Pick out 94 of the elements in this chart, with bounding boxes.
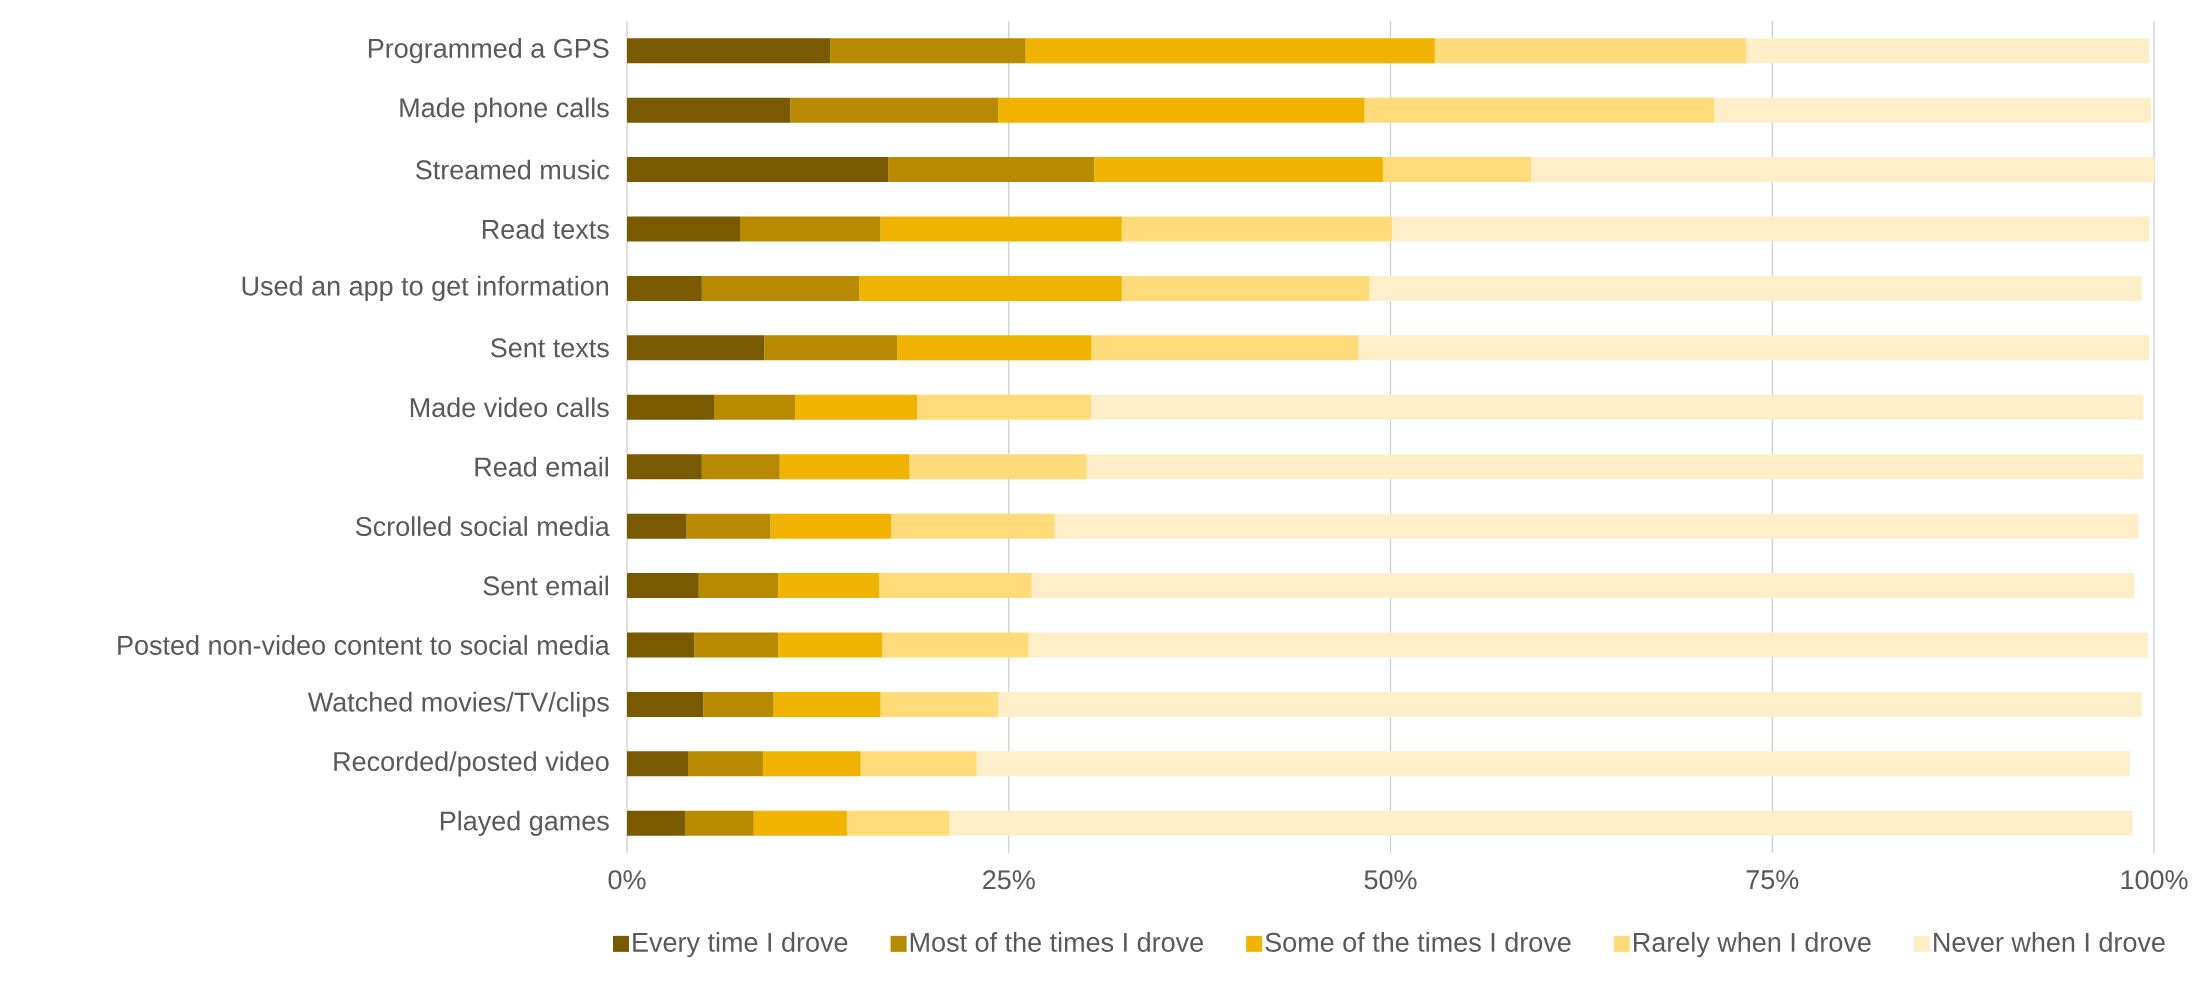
bar [1031, 573, 2135, 599]
bar [1121, 275, 1370, 301]
bar [688, 751, 763, 777]
bar [627, 394, 715, 420]
bar [627, 97, 791, 123]
bar [882, 632, 1029, 658]
y-tick-label: Posted non-video content to social media [118, 635, 610, 655]
bar [891, 513, 1055, 539]
bar [686, 513, 771, 539]
bar [1086, 454, 2144, 480]
bar [698, 573, 779, 599]
bar [1094, 157, 1383, 183]
bar [1531, 157, 2155, 183]
bar [1121, 216, 1393, 242]
x-tick-label: 100% [2121, 870, 2188, 890]
y-tick-label: Played games [440, 810, 609, 836]
y-tick-label: Made video calls [410, 397, 609, 418]
legend-label: Rarely when I drove [1634, 932, 1871, 958]
bar [773, 691, 881, 717]
bar [859, 275, 1122, 301]
bar [701, 275, 860, 301]
bar [685, 810, 754, 836]
bar [714, 394, 795, 420]
bar [1091, 335, 1359, 361]
bar [1091, 394, 2144, 420]
bar [1028, 632, 2148, 658]
bar [740, 216, 881, 242]
bar [878, 573, 1032, 599]
bar [770, 513, 892, 539]
bar [627, 810, 686, 836]
bar [694, 632, 779, 658]
bar [778, 632, 883, 658]
y-tick-label: Recorded/posted video [334, 751, 609, 777]
bar [1746, 38, 2150, 64]
bar [976, 751, 2130, 777]
bar [860, 751, 977, 777]
bar [627, 513, 687, 539]
bar [627, 216, 741, 242]
bar [779, 454, 910, 480]
bar [846, 810, 950, 836]
y-tick-label: Read email [475, 456, 608, 477]
bar [627, 335, 765, 361]
bar [1392, 216, 2150, 242]
bar [1382, 157, 1532, 183]
bar [1025, 38, 1435, 64]
bar [830, 38, 1026, 64]
y-tick-label: Programmed a GPS [368, 38, 609, 64]
legend-label: Never when I drove [1934, 932, 2165, 952]
bar [627, 691, 704, 717]
bar [1364, 97, 1715, 123]
bar [627, 751, 689, 777]
bar [1358, 335, 2150, 361]
x-tick-label: 75% [1746, 870, 1799, 890]
x-tick-label: 25% [983, 870, 1035, 890]
bar [627, 454, 702, 480]
y-tick-label: Streamed music [415, 159, 610, 180]
bar [897, 335, 1092, 361]
bar [701, 454, 780, 480]
y-tick-label: Made phone calls [400, 97, 609, 123]
legend-label: Some of the times I drove [1265, 932, 1571, 952]
x-tick-label: 0% [608, 870, 646, 890]
bar [1714, 97, 2151, 123]
bar [917, 394, 1092, 420]
y-tick-label: Read texts [482, 219, 609, 239]
bar [764, 335, 898, 361]
bar [627, 157, 889, 183]
legend-label: Most of the times I drove [910, 932, 1203, 952]
bar [703, 691, 774, 717]
y-tick-label: Scrolled social media [355, 516, 610, 537]
y-tick-label: Sent texts [490, 338, 609, 358]
bar [790, 97, 999, 123]
bar [778, 573, 879, 599]
bar [627, 275, 702, 301]
y-tick-label: Watched movies/TV/clips [307, 691, 609, 718]
bar [1054, 513, 2139, 539]
bar [627, 38, 831, 64]
x-tick-label: 50% [1364, 870, 1417, 890]
bar [1369, 275, 2142, 301]
bar [762, 751, 861, 777]
legend-label: Every time I drove [633, 932, 848, 958]
bar [880, 691, 999, 717]
bar [627, 632, 695, 658]
bar [880, 216, 1122, 242]
y-tick-label: Sent email [483, 575, 608, 596]
bar [949, 810, 2133, 836]
bar [888, 157, 1095, 183]
bar [998, 97, 1365, 123]
bar [998, 691, 2142, 717]
bar [1434, 38, 1747, 64]
bar [794, 394, 918, 420]
bar [627, 573, 699, 599]
bar [909, 454, 1087, 480]
y-tick-label: Used an app to get information [242, 275, 608, 302]
bar [753, 810, 847, 836]
